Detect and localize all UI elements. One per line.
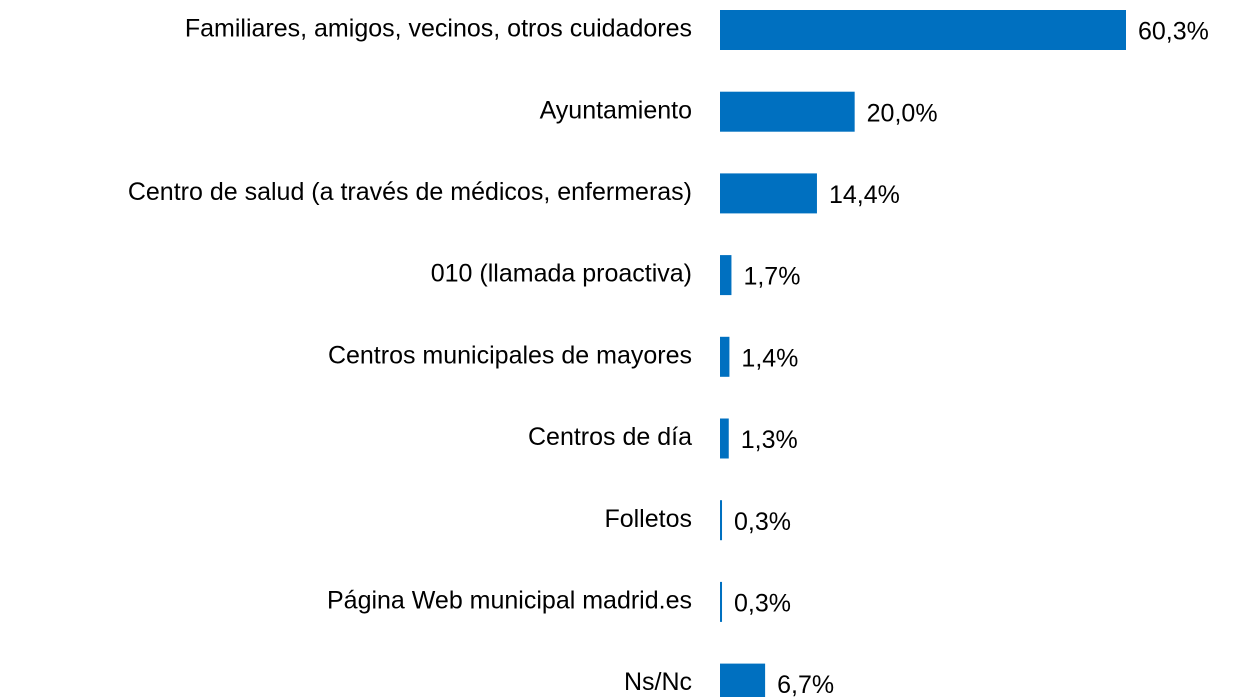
bar <box>720 173 817 214</box>
category-label: Familiares, amigos, vecinos, otros cuida… <box>185 15 692 43</box>
category-label: Centros municipales de mayores <box>328 341 692 369</box>
category-label: Centro de salud (a través de médicos, en… <box>128 178 692 206</box>
bar <box>720 581 723 622</box>
category-label: Página Web municipal madrid.es <box>327 587 692 615</box>
category-label: Ns/Nc <box>624 668 692 696</box>
value-label: 60,3% <box>1138 18 1209 46</box>
value-label: 20,0% <box>867 99 938 127</box>
value-label: 1,7% <box>743 263 800 291</box>
bar <box>720 10 1126 50</box>
category-label: Ayuntamiento <box>540 96 692 124</box>
value-label: 1,4% <box>741 344 798 372</box>
category-label: 010 (llamada proactiva) <box>431 260 692 288</box>
value-label: 6,7% <box>777 671 834 697</box>
value-label: 0,3% <box>734 590 791 618</box>
value-label: 1,3% <box>741 426 798 454</box>
bar <box>720 418 729 459</box>
bar <box>720 663 766 697</box>
bar <box>720 500 723 541</box>
value-label: 0,3% <box>734 508 791 536</box>
value-label: 14,4% <box>829 181 900 209</box>
category-label: Centros de día <box>528 423 692 451</box>
category-label: Folletos <box>604 505 692 533</box>
bar <box>720 336 730 377</box>
bar <box>720 255 732 296</box>
bar <box>720 91 855 132</box>
